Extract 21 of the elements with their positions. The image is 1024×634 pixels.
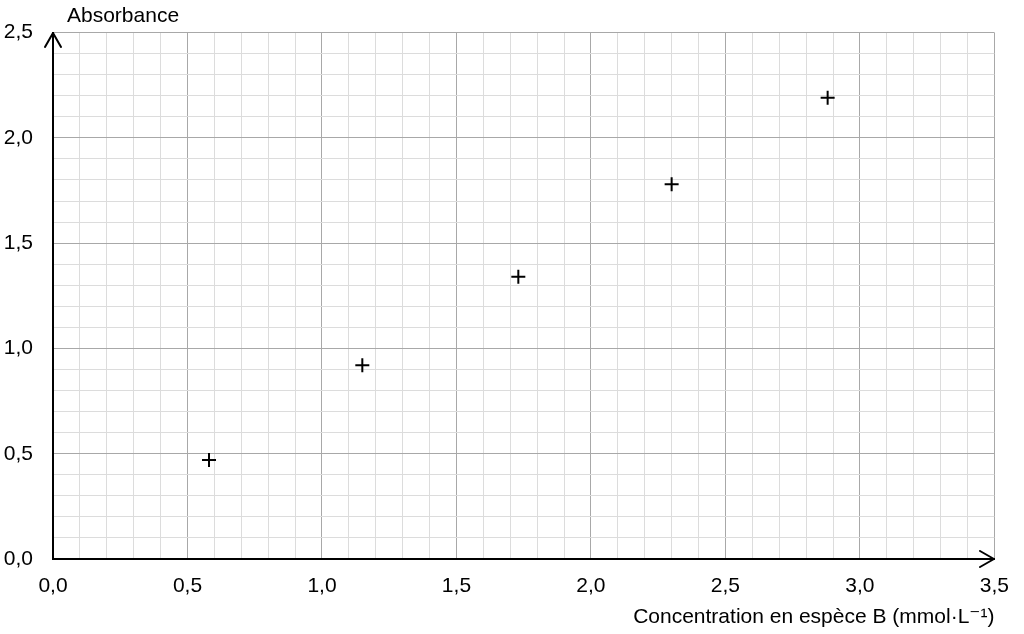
y-tick-label: 0,5 bbox=[3, 440, 33, 464]
point bbox=[201, 452, 217, 469]
point bbox=[510, 268, 527, 285]
y-tick-label: 2,5 bbox=[3, 19, 33, 43]
point bbox=[354, 357, 371, 374]
x-tick-label: 0,0 bbox=[38, 573, 68, 597]
y-tick-label: 1,0 bbox=[3, 335, 33, 359]
y-tick-label: 0,0 bbox=[3, 545, 33, 569]
x-tick-label: 1,0 bbox=[307, 573, 337, 597]
x-tick-label: 0,5 bbox=[172, 573, 203, 597]
point bbox=[663, 176, 680, 193]
point bbox=[819, 89, 836, 106]
x-tick-label: 2,0 bbox=[576, 573, 606, 597]
x-axis-title: Concentration en espèce B (mmol·L⁻¹) bbox=[633, 604, 995, 628]
x-tick-label: 1,5 bbox=[441, 573, 472, 597]
x-tick-label: 3,5 bbox=[979, 573, 1010, 597]
x-tick-label: 2,5 bbox=[710, 573, 741, 597]
y-tick-label: 1,5 bbox=[3, 229, 33, 253]
y-axis-title: Absorbance bbox=[67, 2, 180, 26]
x-tick-label: 3,0 bbox=[845, 573, 875, 597]
y-tick-label: 2,0 bbox=[3, 124, 33, 148]
